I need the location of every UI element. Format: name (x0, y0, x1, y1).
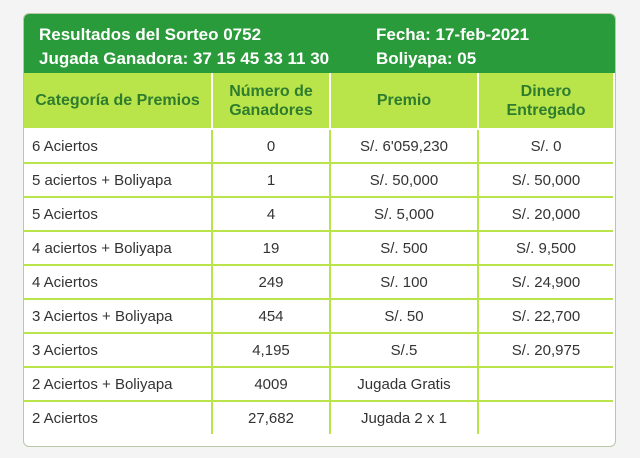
table-row: 3 Aciertos 4,195 S/.5 S/. 20,975 (24, 333, 613, 368)
cell-paid: S/. 50,000 (478, 163, 613, 198)
cell-prize: S/. 5,000 (330, 197, 479, 232)
column-header-category: Categoría de Premios (24, 73, 213, 130)
cell-paid (478, 367, 613, 402)
cell-winners: 19 (212, 231, 331, 266)
draw-number: Resultados del Sorteo 0752 (39, 25, 262, 44)
cell-category: 3 Aciertos + Boliyapa (24, 299, 213, 334)
cell-paid (478, 401, 613, 434)
cell-prize: S/. 50,000 (330, 163, 479, 198)
table-row: 4 aciertos + Boliyapa 19 S/. 500 S/. 9,5… (24, 231, 613, 266)
cell-category: 5 Aciertos (24, 197, 213, 232)
table-row: 5 Aciertos 4 S/. 5,000 S/. 20,000 (24, 197, 613, 232)
cell-prize: S/. 50 (330, 299, 479, 334)
table-row: 2 Aciertos + Boliyapa 4009 Jugada Gratis (24, 367, 613, 402)
cell-paid: S/. 24,900 (478, 265, 613, 300)
boliyapa-number: Boliyapa: 05 (376, 49, 477, 68)
cell-prize: S/.5 (330, 333, 479, 368)
cell-paid: S/. 20,975 (478, 333, 613, 368)
table-header-row: Categoría de Premios Número de Ganadores… (24, 73, 613, 130)
cell-winners: 4,195 (212, 333, 331, 368)
cell-category: 6 Aciertos (24, 129, 213, 164)
cell-category: 3 Aciertos (24, 333, 213, 368)
cell-paid: S/. 20,000 (478, 197, 613, 232)
draw-date: Fecha: 17-feb-2021 (376, 25, 530, 44)
cell-paid: S/. 9,500 (478, 231, 613, 266)
winning-numbers: Jugada Ganadora: 37 15 45 33 11 30 (39, 49, 330, 68)
cell-prize: Jugada Gratis (330, 367, 479, 402)
cell-category: 2 Aciertos + Boliyapa (24, 367, 213, 402)
table-row: 3 Aciertos + Boliyapa 454 S/. 50 S/. 22,… (24, 299, 613, 334)
cell-category: 5 aciertos + Boliyapa (24, 163, 213, 198)
cell-winners: 454 (212, 299, 331, 334)
table-row: 4 Aciertos 249 S/. 100 S/. 24,900 (24, 265, 613, 300)
cell-category: 4 Aciertos (24, 265, 213, 300)
cell-winners: 0 (212, 129, 331, 164)
cell-category: 4 aciertos + Boliyapa (24, 231, 213, 266)
cell-prize: S/. 100 (330, 265, 479, 300)
column-header-winners: Número de Ganadores (212, 73, 331, 130)
cell-prize: Jugada 2 x 1 (330, 401, 479, 434)
cell-category: 2 Aciertos (24, 401, 213, 434)
results-card: Resultados del Sorteo 0752 Jugada Ganado… (23, 13, 616, 447)
cell-paid: S/. 22,700 (478, 299, 613, 334)
cell-winners: 4 (212, 197, 331, 232)
column-header-paid: Dinero Entregado (478, 73, 613, 130)
cell-winners: 1 (212, 163, 331, 198)
table-row: 5 aciertos + Boliyapa 1 S/. 50,000 S/. 5… (24, 163, 613, 198)
cell-winners: 4009 (212, 367, 331, 402)
cell-winners: 249 (212, 265, 331, 300)
table-row: 6 Aciertos 0 S/. 6'059,230 S/. 0 (24, 129, 613, 164)
results-banner: Resultados del Sorteo 0752 Jugada Ganado… (24, 14, 615, 73)
prize-table: Categoría de Premios Número de Ganadores… (24, 73, 613, 434)
cell-winners: 27,682 (212, 401, 331, 434)
column-header-prize: Premio (330, 73, 479, 130)
table-row: 2 Aciertos 27,682 Jugada 2 x 1 (24, 401, 613, 434)
cell-paid: S/. 0 (478, 129, 613, 164)
cell-prize: S/. 500 (330, 231, 479, 266)
cell-prize: S/. 6'059,230 (330, 129, 479, 164)
